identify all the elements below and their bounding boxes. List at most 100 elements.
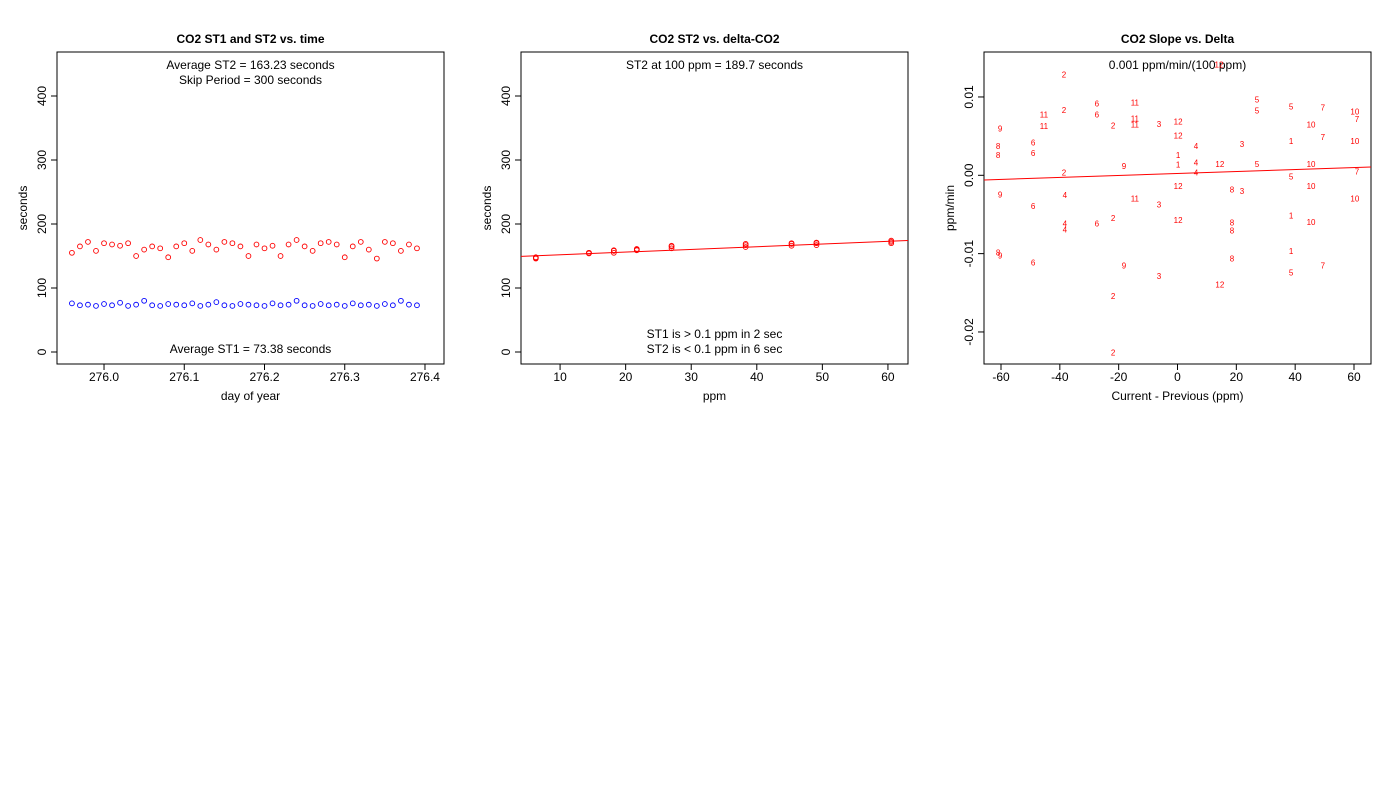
point [237, 301, 244, 307]
point [117, 299, 123, 306]
point-label: 10 [1350, 107, 1359, 116]
point [261, 303, 268, 309]
point-label: 2 [1111, 349, 1116, 358]
point-label: 10 [1350, 194, 1359, 203]
y-tick-label: 300 [499, 150, 513, 170]
y-tick-label: 100 [499, 278, 513, 298]
point-label: 10 [1307, 121, 1316, 130]
y-tick-label: -0.01 [962, 240, 976, 268]
point [317, 301, 324, 307]
point [357, 239, 364, 245]
point [77, 302, 83, 309]
y-tick-label: 400 [499, 86, 513, 106]
y-tick-label: 0 [35, 348, 49, 355]
point [349, 243, 356, 250]
point [349, 300, 356, 307]
point [301, 243, 308, 250]
x-tick-label: 276.2 [249, 370, 279, 384]
point-label: 4 [1194, 158, 1199, 167]
point-label: 2 [1062, 168, 1067, 177]
point-label: 1 [1289, 212, 1294, 221]
point [365, 246, 372, 253]
point-label: 10 [1307, 182, 1316, 191]
point [181, 302, 188, 309]
annotation: ST2 is < 0.1 ppm in 6 sec [647, 342, 783, 356]
x-tick-label: -20 [1110, 370, 1128, 384]
y-tick-label: -0.02 [962, 318, 976, 346]
y-tick-label: 0.00 [962, 163, 976, 187]
point [813, 242, 820, 248]
point [668, 242, 675, 249]
y-tick-label: 300 [35, 150, 49, 170]
point-label: 12 [1215, 60, 1224, 69]
x-tick-label: 60 [881, 370, 895, 384]
point-label: 8 [1230, 226, 1235, 235]
point [229, 240, 236, 247]
point-label: 8 [1230, 186, 1235, 195]
point [165, 301, 172, 307]
point-label: 7 [1355, 168, 1360, 177]
point [253, 241, 260, 248]
point-label: 5 [1289, 103, 1294, 112]
x-tick-label: 20 [619, 370, 633, 384]
point [382, 301, 388, 307]
point [93, 248, 99, 254]
point-label: 5 [1255, 96, 1260, 105]
chart-title: CO2 ST2 vs. delta-CO2 [649, 32, 779, 46]
point [406, 301, 412, 308]
point-label: 11 [1131, 99, 1140, 108]
fit-line [983, 166, 1372, 181]
y-tick-label: 0.01 [962, 85, 976, 109]
annotation: 0.001 ppm/min/(100 ppm) [1109, 58, 1246, 72]
point [373, 255, 380, 262]
point-label: 1 [1176, 161, 1181, 170]
annotation: Skip Period = 300 seconds [179, 73, 322, 87]
point-label: 11 [1131, 121, 1140, 130]
point-label: 12 [1215, 160, 1224, 169]
point [261, 245, 268, 252]
x-axis-title: Current - Previous (ppm) [1111, 389, 1243, 403]
point [205, 301, 212, 308]
point [277, 302, 284, 309]
point [277, 253, 284, 259]
x-tick-label: 20 [1230, 370, 1244, 384]
x-tick-label: 50 [816, 370, 830, 384]
point [109, 302, 115, 309]
point-label: 1 [1289, 137, 1294, 146]
point [341, 254, 348, 261]
annotation: Average ST1 = 73.38 seconds [170, 342, 332, 356]
point-label: 5 [1255, 160, 1260, 169]
point [293, 237, 300, 243]
point-label: 9 [998, 251, 1003, 260]
point-label: 8 [996, 151, 1001, 160]
point-label: 2 [1111, 121, 1116, 130]
point-label: 4 [1063, 226, 1068, 235]
point [165, 254, 172, 261]
x-tick-label: -40 [1051, 370, 1069, 384]
annotation: Average ST2 = 163.23 seconds [166, 58, 334, 72]
point [69, 249, 75, 256]
y-tick-label: 400 [35, 86, 49, 106]
point-label: 12 [1174, 118, 1183, 127]
point-label: 4 [1194, 142, 1199, 151]
point [221, 302, 228, 309]
point [157, 245, 164, 252]
point [213, 246, 220, 253]
point-label: 2 [1111, 292, 1116, 301]
x-tick-label: 276.0 [89, 370, 119, 384]
fit-line [520, 240, 909, 257]
point [309, 248, 316, 254]
x-tick-label: 276.1 [169, 370, 199, 384]
point [253, 302, 260, 309]
point-label: 11 [1040, 110, 1049, 119]
y-tick-label: 200 [499, 214, 513, 234]
point [133, 253, 139, 259]
point [245, 253, 252, 259]
point-label: 8 [996, 248, 1001, 257]
point [221, 239, 228, 245]
x-tick-label: 276.3 [330, 370, 360, 384]
chart-title: CO2 Slope vs. Delta [1121, 32, 1235, 46]
point [668, 245, 675, 252]
point-label: 11 [1131, 114, 1140, 123]
point-label: 6 [1095, 110, 1100, 119]
